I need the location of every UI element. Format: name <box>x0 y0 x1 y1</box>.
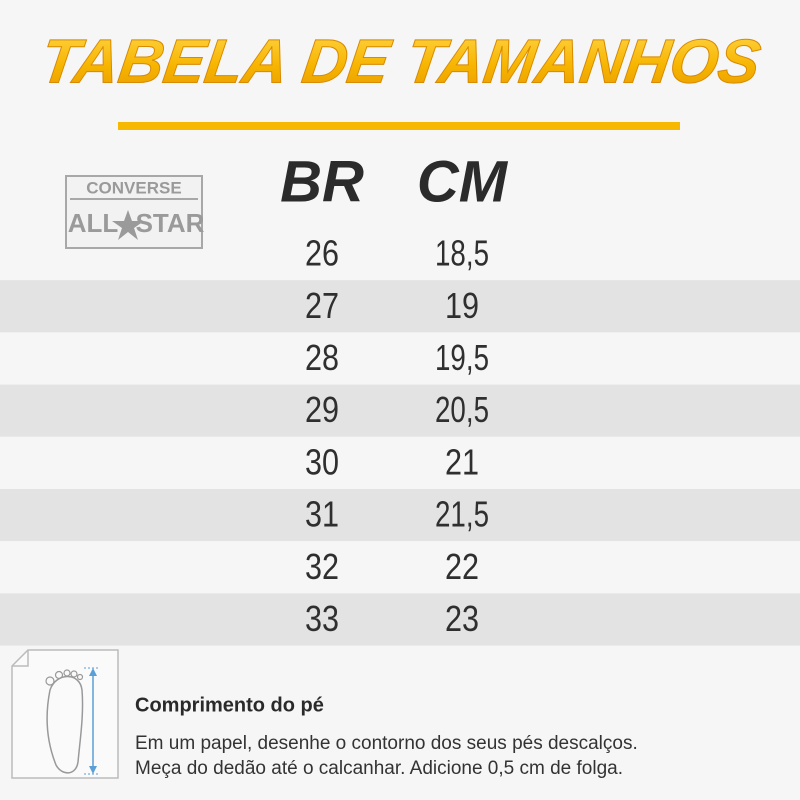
table-row <box>0 332 800 385</box>
instructions-line: Em um papel, desenhe o contorno dos seus… <box>135 733 638 754</box>
title: TABELA DE TAMANHOS <box>36 28 764 97</box>
logo-right: STAR <box>136 208 205 238</box>
table-rows <box>0 228 800 646</box>
table-cell: 30 <box>305 441 339 482</box>
logo-left: ALL <box>68 208 119 238</box>
table-row <box>0 593 800 646</box>
toe <box>70 670 78 678</box>
logo-brand: CONVERSE <box>86 178 181 197</box>
column-header: CM <box>417 149 509 214</box>
instructions-title: Comprimento do pé <box>135 694 324 716</box>
table-cell: 19 <box>445 285 479 326</box>
instructions-line: Meça do dedão até o calcanhar. Adicione … <box>135 758 623 779</box>
table-cell: 20,5 <box>435 389 489 430</box>
table-row <box>0 489 800 542</box>
paper <box>11 649 119 779</box>
column-header: BR <box>280 149 364 214</box>
logo-star <box>112 210 144 240</box>
paper-fold <box>12 650 29 667</box>
table-row <box>0 280 800 333</box>
table-cell: 26 <box>305 233 339 274</box>
table-row <box>0 436 800 489</box>
arrow-top <box>89 668 97 676</box>
logo: CONVERSE ALL STAR <box>65 175 205 249</box>
toe <box>63 669 71 677</box>
table-cell: 27 <box>305 285 339 326</box>
toe <box>76 673 84 681</box>
arrow-bottom <box>89 766 97 774</box>
table-cell: 19,5 <box>435 337 489 378</box>
toe <box>45 676 55 686</box>
table-cell: 22 <box>445 546 479 587</box>
table-cell: 18,5 <box>435 233 489 274</box>
table-cell: 33 <box>305 598 339 639</box>
table-row <box>0 384 800 437</box>
table-cell: 23 <box>445 598 479 639</box>
table-cell: 21 <box>445 441 479 482</box>
table-cell: 29 <box>305 389 339 430</box>
table-cell: 28 <box>305 337 339 378</box>
table-cell: 31 <box>305 494 339 535</box>
foot-outline <box>46 675 84 774</box>
foot-icon <box>11 649 119 779</box>
title-underline <box>118 122 680 130</box>
table-cell: 32 <box>305 546 339 587</box>
table-row <box>0 541 800 594</box>
toe <box>54 670 64 680</box>
table-cell: 21,5 <box>435 494 489 535</box>
